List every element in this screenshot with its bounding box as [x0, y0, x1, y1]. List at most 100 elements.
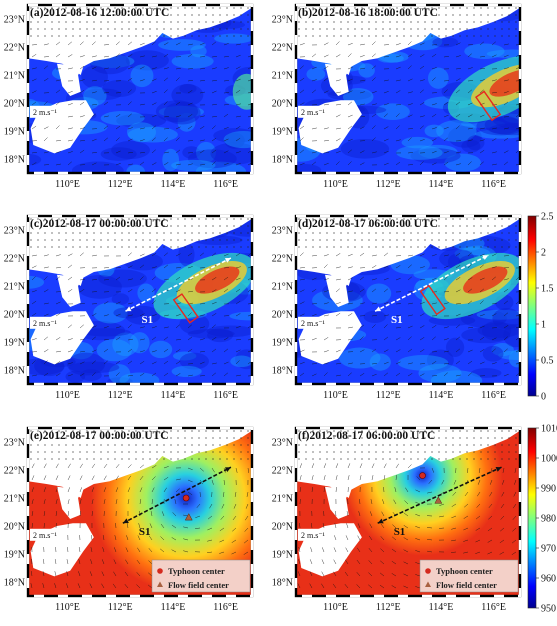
- lat-tick-label: 21°N: [4, 282, 25, 293]
- velocity-scale-label: 2 m.s⁻¹: [301, 108, 326, 117]
- leizhou-peninsula: [56, 486, 84, 519]
- section-s1-label: S1: [394, 526, 406, 538]
- leizhou-peninsula: [56, 274, 84, 307]
- pressure-colorbar-tick: 1000: [541, 454, 557, 465]
- lon-tick-label: 112°E: [108, 390, 133, 401]
- lon-tick-label: 110°E: [55, 390, 80, 401]
- lon-tick-label: 112°E: [376, 390, 401, 401]
- lat-tick-label: 22°N: [4, 466, 25, 477]
- speed-colorbar-tick: 0.5: [541, 356, 554, 367]
- pressure-colorbar: 1010 1000 990 980 970 960 950: [527, 424, 557, 615]
- pressure-colorbar-tick: 990: [541, 484, 556, 495]
- lat-tick-label: 23°N: [272, 438, 293, 449]
- lat-tick-label: 21°N: [4, 494, 25, 505]
- lat-tick-label: 19°N: [4, 338, 25, 349]
- pressure-colorbar-tick: 1010: [541, 424, 557, 435]
- leizhou-peninsula: [324, 274, 352, 307]
- map-panel-5: S1 Typhoon center Flow field center 2 m.s⁻¹…: [4, 426, 254, 613]
- pressure-colorbar-tick: 980: [541, 514, 556, 525]
- flow-center-marker: [184, 513, 193, 521]
- pressure-colorbar-tick: 960: [541, 574, 556, 585]
- lat-tick-label: 18°N: [4, 578, 25, 589]
- lat-tick-label: 19°N: [272, 127, 293, 138]
- map-frame: [26, 214, 254, 386]
- lat-tick-label: 19°N: [4, 127, 25, 138]
- leizhou-peninsula: [324, 486, 352, 519]
- lat-tick-label: 20°N: [272, 522, 293, 533]
- section-s1-label: S1: [391, 314, 403, 326]
- leizhou-peninsula: [324, 63, 352, 96]
- lat-tick-label: 18°N: [272, 578, 293, 589]
- marker-legend: Typhoon center Flow field center: [419, 559, 519, 593]
- velocity-scale: 2 m.s⁻¹: [298, 105, 334, 118]
- study-region-box: [475, 90, 502, 122]
- lon-tick-label: 110°E: [323, 390, 348, 401]
- lon-tick-label: 116°E: [481, 602, 506, 613]
- mainland-land: [296, 5, 520, 75]
- lon-tick-label: 112°E: [108, 602, 133, 613]
- lat-tick-label: 21°N: [272, 282, 293, 293]
- section-s1-label: S1: [139, 526, 151, 538]
- velocity-scale-label: 2 m.s⁻¹: [33, 319, 58, 328]
- section-s1-line: [125, 257, 232, 312]
- velocity-scale-label: 2 m.s⁻¹: [301, 319, 326, 328]
- map-frame: [294, 214, 522, 386]
- lon-tick-label: 114°E: [161, 602, 186, 613]
- lon-tick-label: 110°E: [55, 179, 80, 190]
- panel-title: (a)2012-08-16 12:00:00 UTC: [30, 7, 169, 19]
- lon-tick-label: 110°E: [323, 602, 348, 613]
- velocity-scale: 2 m.s⁻¹: [30, 316, 66, 329]
- lon-tick-label: 116°E: [213, 179, 238, 190]
- section-s1-line: [374, 254, 489, 312]
- velocity-scale-label: 2 m.s⁻¹: [33, 531, 58, 540]
- speed-colorbar-tick: 1: [541, 320, 546, 331]
- map-frame: [294, 3, 522, 175]
- map-frame: [26, 3, 254, 175]
- lat-tick-label: 20°N: [4, 99, 25, 110]
- pressure-colorbar-tick: 950: [541, 604, 556, 615]
- lat-tick-label: 22°N: [272, 254, 293, 265]
- legend-typhoon-center: Typhoon center: [168, 566, 225, 576]
- lat-tick-label: 21°N: [272, 494, 293, 505]
- lat-tick-label: 20°N: [272, 99, 293, 110]
- lat-tick-label: 18°N: [272, 155, 293, 166]
- section-s1-line: [377, 466, 502, 524]
- map-frame: [26, 426, 254, 598]
- typhoon-center-marker: [182, 494, 190, 502]
- lat-tick-label: 18°N: [272, 366, 293, 377]
- lon-tick-label: 116°E: [213, 390, 238, 401]
- map-panel-6: S1 Typhoon center Flow field center 2 m.s⁻¹…: [272, 426, 522, 613]
- map-panel-2: 2 m.s⁻¹ (b)2012-08-16 18:00:00 UTC 23°N 22°…: [272, 3, 522, 190]
- panel-title: (e)2012-08-17 00:00:00 UTC: [30, 430, 169, 442]
- section-s1-line: [122, 466, 232, 524]
- typhoon-center-marker: [419, 472, 426, 479]
- map-panel-1: 2 m.s⁻¹ (a)2012-08-16 12:00:00 UTC 23°N 22°…: [4, 3, 254, 190]
- velocity-scale-label: 2 m.s⁻¹: [33, 108, 58, 117]
- mainland-land: [296, 428, 520, 498]
- leizhou-peninsula: [56, 63, 84, 96]
- lat-tick-label: 21°N: [4, 71, 25, 82]
- legend-flow-field-center: Flow field center: [436, 580, 497, 590]
- lon-tick-label: 114°E: [429, 602, 454, 613]
- lon-tick-label: 110°E: [55, 602, 80, 613]
- map-frame: [294, 426, 522, 598]
- lat-tick-label: 20°N: [4, 522, 25, 533]
- legend-typhoon-center: Typhoon center: [436, 566, 493, 576]
- lon-tick-label: 114°E: [161, 390, 186, 401]
- lon-tick-label: 110°E: [323, 179, 348, 190]
- panel-title: (f)2012-08-17 06:00:00 UTC: [298, 430, 435, 442]
- lon-tick-label: 114°E: [429, 390, 454, 401]
- speed-colorbar-tick: 2.5: [541, 212, 554, 223]
- speed-colorbar-tick: 2: [541, 248, 546, 259]
- mainland-land: [296, 216, 520, 286]
- panel-title: (b)2012-08-16 18:00:00 UTC: [298, 7, 438, 19]
- mainland-land: [28, 5, 252, 75]
- study-region-box: [172, 293, 199, 324]
- lat-tick-label: 22°N: [272, 466, 293, 477]
- lat-tick-label: 19°N: [272, 338, 293, 349]
- lat-tick-label: 18°N: [4, 155, 25, 166]
- speed-colorbar: 2.5 2 1.5 1 0.5 0: [527, 212, 554, 403]
- legend-flow-field-center: Flow field center: [168, 580, 229, 590]
- panel-title: (c)2012-08-17 00:00:00 UTC: [30, 218, 169, 230]
